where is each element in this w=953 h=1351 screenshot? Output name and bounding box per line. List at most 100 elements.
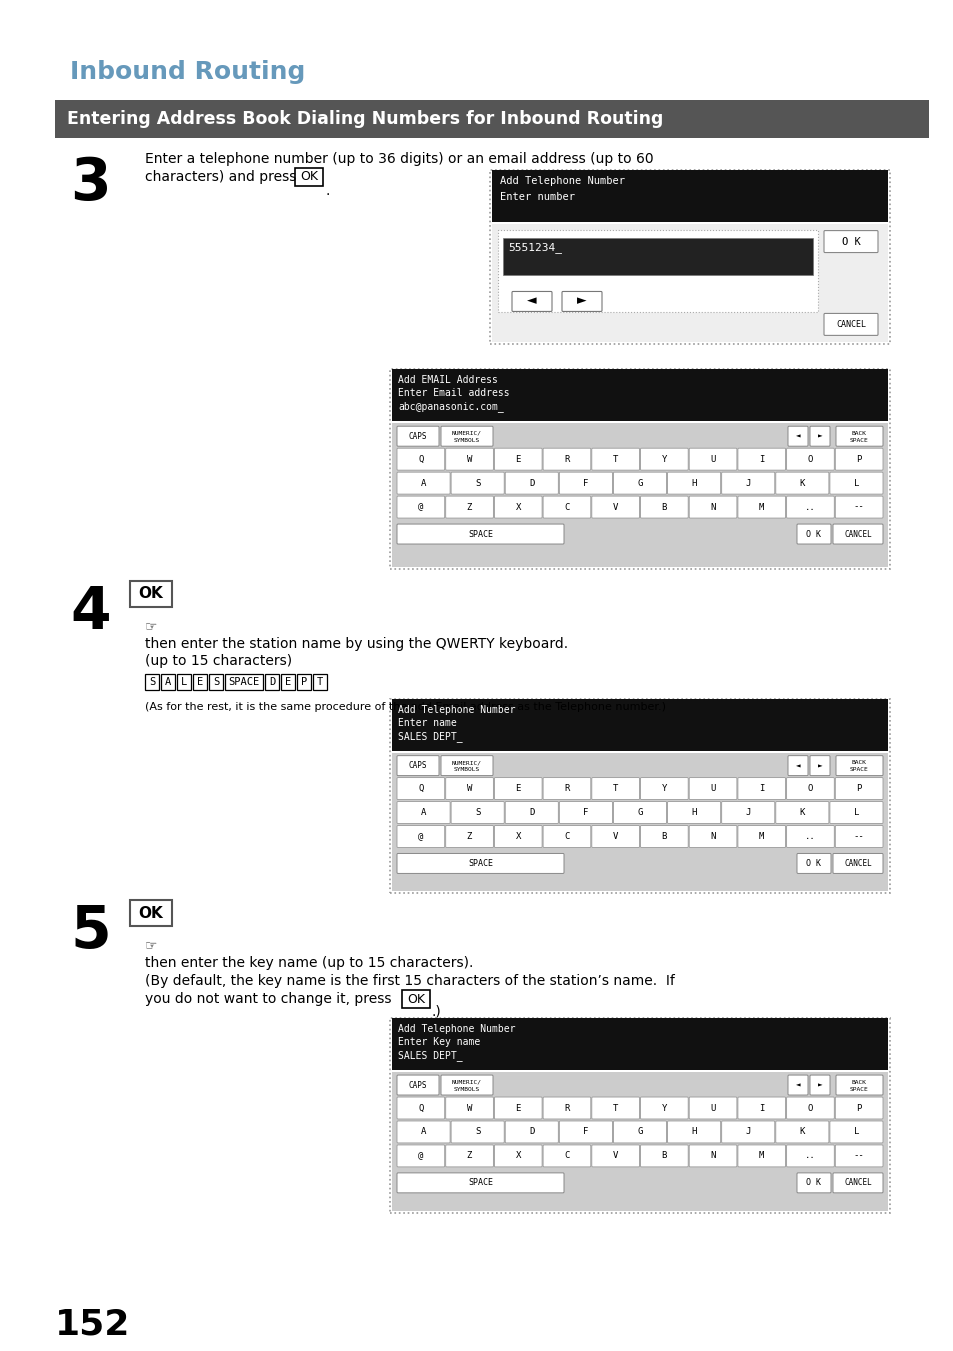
Text: E: E <box>285 677 291 686</box>
FancyBboxPatch shape <box>737 449 784 470</box>
Text: SALES DEPT_: SALES DEPT_ <box>397 731 462 742</box>
Text: T: T <box>316 677 323 686</box>
Text: SPACE: SPACE <box>849 1086 868 1092</box>
Bar <box>281 674 294 690</box>
FancyBboxPatch shape <box>832 524 882 544</box>
Text: ..: .. <box>804 503 815 512</box>
Text: Enter a telephone number (up to 36 digits) or an email address (up to 60: Enter a telephone number (up to 36 digit… <box>145 151 653 166</box>
Text: H: H <box>691 478 696 488</box>
Text: BACK: BACK <box>851 1079 866 1085</box>
Bar <box>502 238 812 274</box>
Text: ►: ► <box>577 295 586 307</box>
FancyBboxPatch shape <box>823 231 877 253</box>
FancyBboxPatch shape <box>639 778 687 800</box>
Bar <box>392 698 887 751</box>
FancyBboxPatch shape <box>591 496 639 517</box>
FancyBboxPatch shape <box>835 496 882 517</box>
Text: W: W <box>466 455 472 463</box>
Text: OK: OK <box>299 170 317 184</box>
Text: Enter Email address: Enter Email address <box>397 388 509 399</box>
Text: H: H <box>691 808 696 817</box>
Text: Add EMAIL Address: Add EMAIL Address <box>397 376 497 385</box>
FancyBboxPatch shape <box>737 1097 784 1119</box>
Text: B: B <box>661 503 666 512</box>
Text: Enter name: Enter name <box>397 717 456 728</box>
Text: O K: O K <box>841 236 860 247</box>
Text: (As for the rest, it is the same procedure of the add Email address as the Telep: (As for the rest, it is the same procedu… <box>145 701 665 712</box>
Text: --: -- <box>853 503 863 512</box>
FancyBboxPatch shape <box>512 292 552 312</box>
FancyBboxPatch shape <box>396 825 444 847</box>
FancyBboxPatch shape <box>832 1173 882 1193</box>
Text: --: -- <box>853 1151 863 1161</box>
Text: D: D <box>269 677 274 686</box>
Text: 3: 3 <box>70 155 111 212</box>
Text: A: A <box>420 478 426 488</box>
FancyBboxPatch shape <box>720 1121 774 1143</box>
Text: B: B <box>661 832 666 840</box>
Text: SYMBOLS: SYMBOLS <box>454 1086 479 1092</box>
Bar <box>55 100 928 138</box>
Text: SPACE: SPACE <box>849 438 868 443</box>
Text: SPACE: SPACE <box>468 530 493 539</box>
Text: Add Telephone Number: Add Telephone Number <box>397 1024 515 1034</box>
Bar <box>390 698 889 893</box>
Text: S: S <box>475 1128 480 1136</box>
FancyBboxPatch shape <box>396 1075 438 1096</box>
FancyBboxPatch shape <box>786 449 834 470</box>
Text: N: N <box>710 503 715 512</box>
FancyBboxPatch shape <box>440 426 493 446</box>
Text: (By default, the key name is the first 15 characters of the station’s name.  If: (By default, the key name is the first 1… <box>145 974 674 988</box>
Text: E: E <box>515 455 520 463</box>
FancyBboxPatch shape <box>542 778 590 800</box>
Bar <box>492 224 887 342</box>
FancyBboxPatch shape <box>835 755 882 775</box>
FancyBboxPatch shape <box>445 449 493 470</box>
FancyBboxPatch shape <box>542 1097 590 1119</box>
Text: D: D <box>529 478 534 488</box>
FancyBboxPatch shape <box>542 1144 590 1167</box>
Text: OK: OK <box>138 586 163 601</box>
Bar <box>492 170 887 222</box>
FancyBboxPatch shape <box>796 524 830 544</box>
FancyBboxPatch shape <box>591 778 639 800</box>
Text: ►: ► <box>817 1081 821 1089</box>
FancyBboxPatch shape <box>440 755 493 775</box>
Text: CANCEL: CANCEL <box>835 320 865 328</box>
FancyBboxPatch shape <box>667 801 720 824</box>
Text: SYMBOLS: SYMBOLS <box>454 767 479 773</box>
Text: @: @ <box>417 503 423 512</box>
FancyBboxPatch shape <box>829 801 882 824</box>
FancyBboxPatch shape <box>667 1121 720 1143</box>
Text: R: R <box>563 1104 569 1112</box>
Text: SALES DEPT_: SALES DEPT_ <box>397 1050 462 1061</box>
Text: X: X <box>515 832 520 840</box>
Bar <box>392 423 887 567</box>
FancyBboxPatch shape <box>542 449 590 470</box>
Bar <box>490 170 889 345</box>
FancyBboxPatch shape <box>639 1097 687 1119</box>
Text: Y: Y <box>661 1104 666 1112</box>
Text: T: T <box>613 455 618 463</box>
Text: CAPS: CAPS <box>408 761 427 770</box>
Text: L: L <box>181 677 187 686</box>
Text: L: L <box>853 808 859 817</box>
Text: BACK: BACK <box>851 431 866 436</box>
Text: F: F <box>582 1128 588 1136</box>
Text: C: C <box>563 1151 569 1161</box>
FancyBboxPatch shape <box>796 854 830 874</box>
Text: ►: ► <box>817 432 821 440</box>
Text: A: A <box>420 808 426 817</box>
Text: L: L <box>853 1128 859 1136</box>
Text: Z: Z <box>466 832 472 840</box>
Text: R: R <box>563 784 569 793</box>
Text: N: N <box>710 1151 715 1161</box>
Text: C: C <box>563 832 569 840</box>
Text: Y: Y <box>661 455 666 463</box>
Text: you do not want to change it, press: you do not want to change it, press <box>145 992 391 1006</box>
FancyBboxPatch shape <box>832 854 882 874</box>
FancyBboxPatch shape <box>688 449 736 470</box>
Text: T: T <box>613 784 618 793</box>
Text: Add Telephone Number: Add Telephone Number <box>499 176 624 185</box>
Text: I: I <box>759 455 763 463</box>
